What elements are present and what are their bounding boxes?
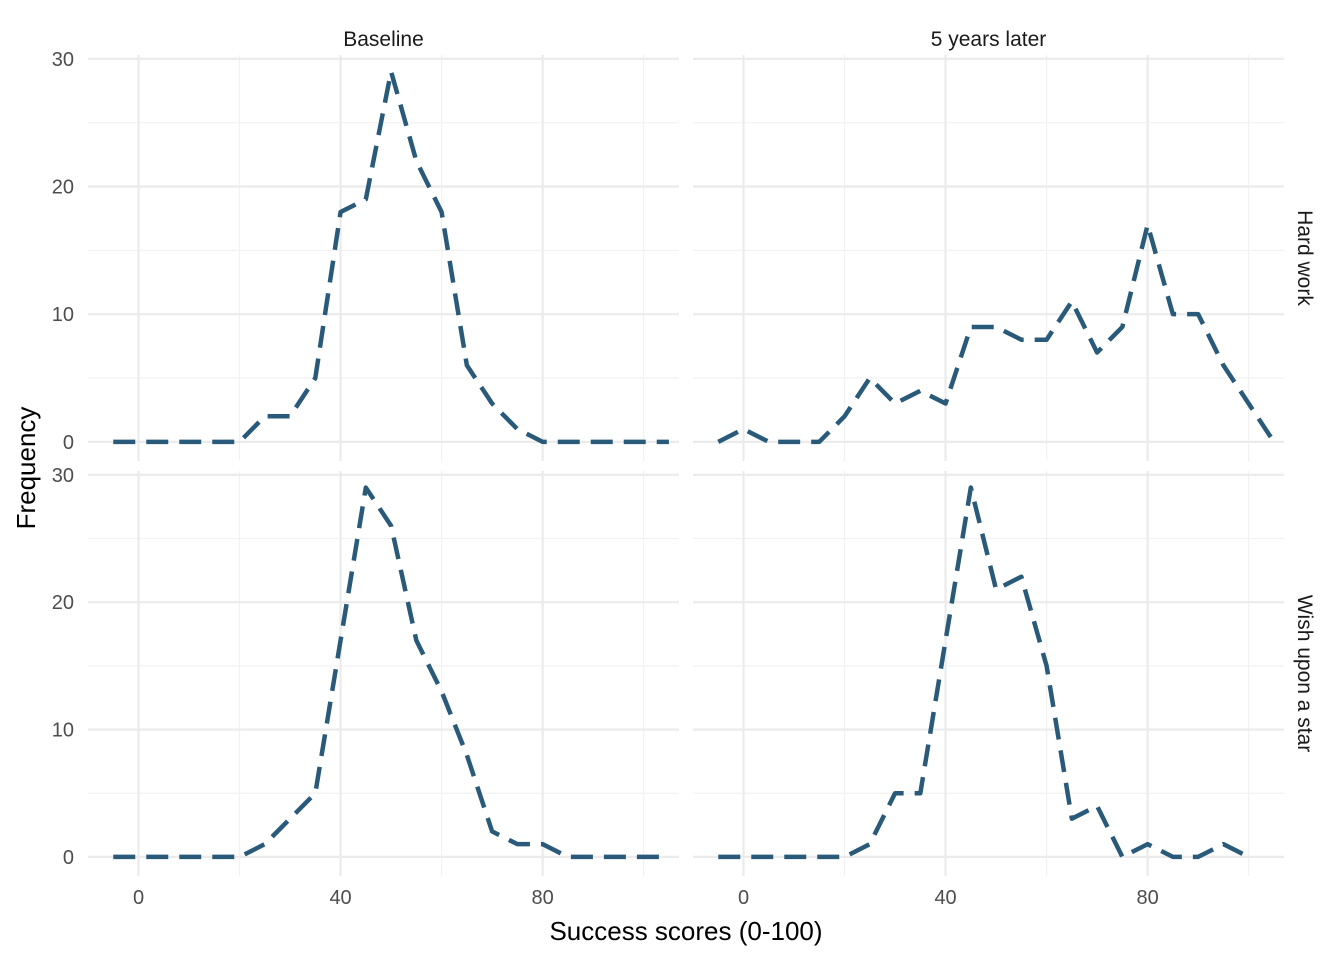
y-tick-label: 30 (52, 49, 74, 71)
column-strip-label: 5 years later (931, 28, 1047, 51)
x-tick-label: 40 (329, 887, 351, 909)
x-tick-label: 0 (738, 887, 749, 909)
y-tick-label: 0 (63, 432, 74, 454)
panel-2 (693, 55, 1284, 461)
series-line (113, 485, 669, 860)
y-axis-title: Frequency (11, 407, 41, 530)
panel-3 (88, 471, 679, 876)
axis-layer: 0 10 20 30 0 10 20 30 0 40 80 0 40 80 (52, 49, 1159, 909)
y-tick-label: 0 (63, 847, 74, 869)
y-tick-label: 30 (52, 465, 74, 487)
x-tick-label: 40 (934, 887, 956, 909)
y-tick-label: 20 (52, 592, 74, 614)
x-axis-title: Success scores (0-100) (549, 916, 822, 946)
column-strip-label: Baseline (343, 28, 424, 51)
x-tick-label: 80 (531, 887, 553, 909)
strip-layer: Baseline 5 years later Hard work Wish upon … (343, 28, 1316, 752)
x-tick-label: 80 (1136, 887, 1158, 909)
y-tick-label: 10 (52, 720, 74, 742)
series-line (718, 485, 1250, 860)
row-strip-label: Wish upon a star (1293, 595, 1316, 753)
y-tick-label: 10 (52, 304, 74, 326)
panel-4 (693, 471, 1284, 876)
panel-layer (88, 55, 1284, 876)
row-strip-label: Hard work (1293, 210, 1316, 306)
y-tick-label: 20 (52, 177, 74, 199)
series-line (717, 222, 1276, 445)
series-line (113, 69, 669, 445)
x-tick-label: 0 (133, 887, 144, 909)
panel-1 (88, 55, 679, 461)
